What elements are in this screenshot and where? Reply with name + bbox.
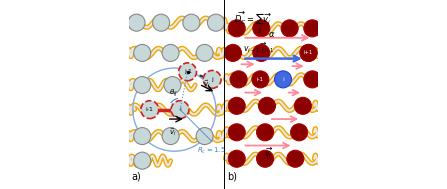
Circle shape <box>300 44 317 61</box>
Text: $\vec{v}_j$: $\vec{v}_j$ <box>202 79 210 91</box>
Circle shape <box>224 44 241 61</box>
Circle shape <box>183 14 200 31</box>
Circle shape <box>171 101 189 119</box>
Text: $\vec{v}_i$: $\vec{v}_i$ <box>169 127 176 138</box>
Circle shape <box>230 71 247 88</box>
Circle shape <box>304 20 321 37</box>
Circle shape <box>258 97 275 114</box>
Circle shape <box>203 70 221 88</box>
Circle shape <box>281 20 298 37</box>
Circle shape <box>295 97 312 114</box>
Circle shape <box>134 152 151 169</box>
Circle shape <box>134 77 151 94</box>
Circle shape <box>207 14 224 31</box>
Circle shape <box>152 14 169 31</box>
Circle shape <box>287 150 304 167</box>
Text: i-1: i-1 <box>257 77 264 82</box>
Text: a): a) <box>131 172 141 182</box>
Circle shape <box>291 124 308 141</box>
Circle shape <box>228 124 245 141</box>
Circle shape <box>257 150 274 167</box>
Text: $\overrightarrow{D_C} = \sum_j \overrightarrow{v_j}$: $\overrightarrow{D_C} = \sum_j \overrigh… <box>234 9 272 35</box>
Text: $\overrightarrow{v_{i-1,i+1}}$: $\overrightarrow{v_{i-1,i+1}}$ <box>243 40 275 55</box>
Circle shape <box>164 77 181 94</box>
Text: i-1: i-1 <box>146 107 154 112</box>
Text: i: i <box>282 77 284 82</box>
Circle shape <box>274 71 291 88</box>
Text: j-1: j-1 <box>184 69 191 74</box>
Circle shape <box>141 101 159 119</box>
Circle shape <box>253 20 270 37</box>
Text: j: j <box>211 77 213 82</box>
Text: b): b) <box>227 172 237 182</box>
Circle shape <box>162 44 179 61</box>
Text: i: i <box>179 107 181 112</box>
Circle shape <box>134 128 151 145</box>
Circle shape <box>196 44 213 61</box>
Text: $\overrightarrow{v_j}$: $\overrightarrow{v_j}$ <box>264 145 273 161</box>
Circle shape <box>228 150 245 167</box>
Text: $R_c=1.5$: $R_c=1.5$ <box>197 146 226 156</box>
Circle shape <box>179 63 197 81</box>
Circle shape <box>162 128 179 145</box>
Circle shape <box>304 71 321 88</box>
Circle shape <box>252 71 269 88</box>
Text: $\theta_{ij}$: $\theta_{ij}$ <box>169 87 177 99</box>
Circle shape <box>196 128 213 145</box>
Text: i+1: i+1 <box>304 50 313 55</box>
Circle shape <box>134 44 151 61</box>
Circle shape <box>128 14 145 31</box>
Text: $\alpha$: $\alpha$ <box>268 29 275 39</box>
Circle shape <box>257 124 274 141</box>
Circle shape <box>300 44 317 61</box>
Circle shape <box>228 97 245 114</box>
Circle shape <box>228 20 245 37</box>
Circle shape <box>253 44 270 61</box>
